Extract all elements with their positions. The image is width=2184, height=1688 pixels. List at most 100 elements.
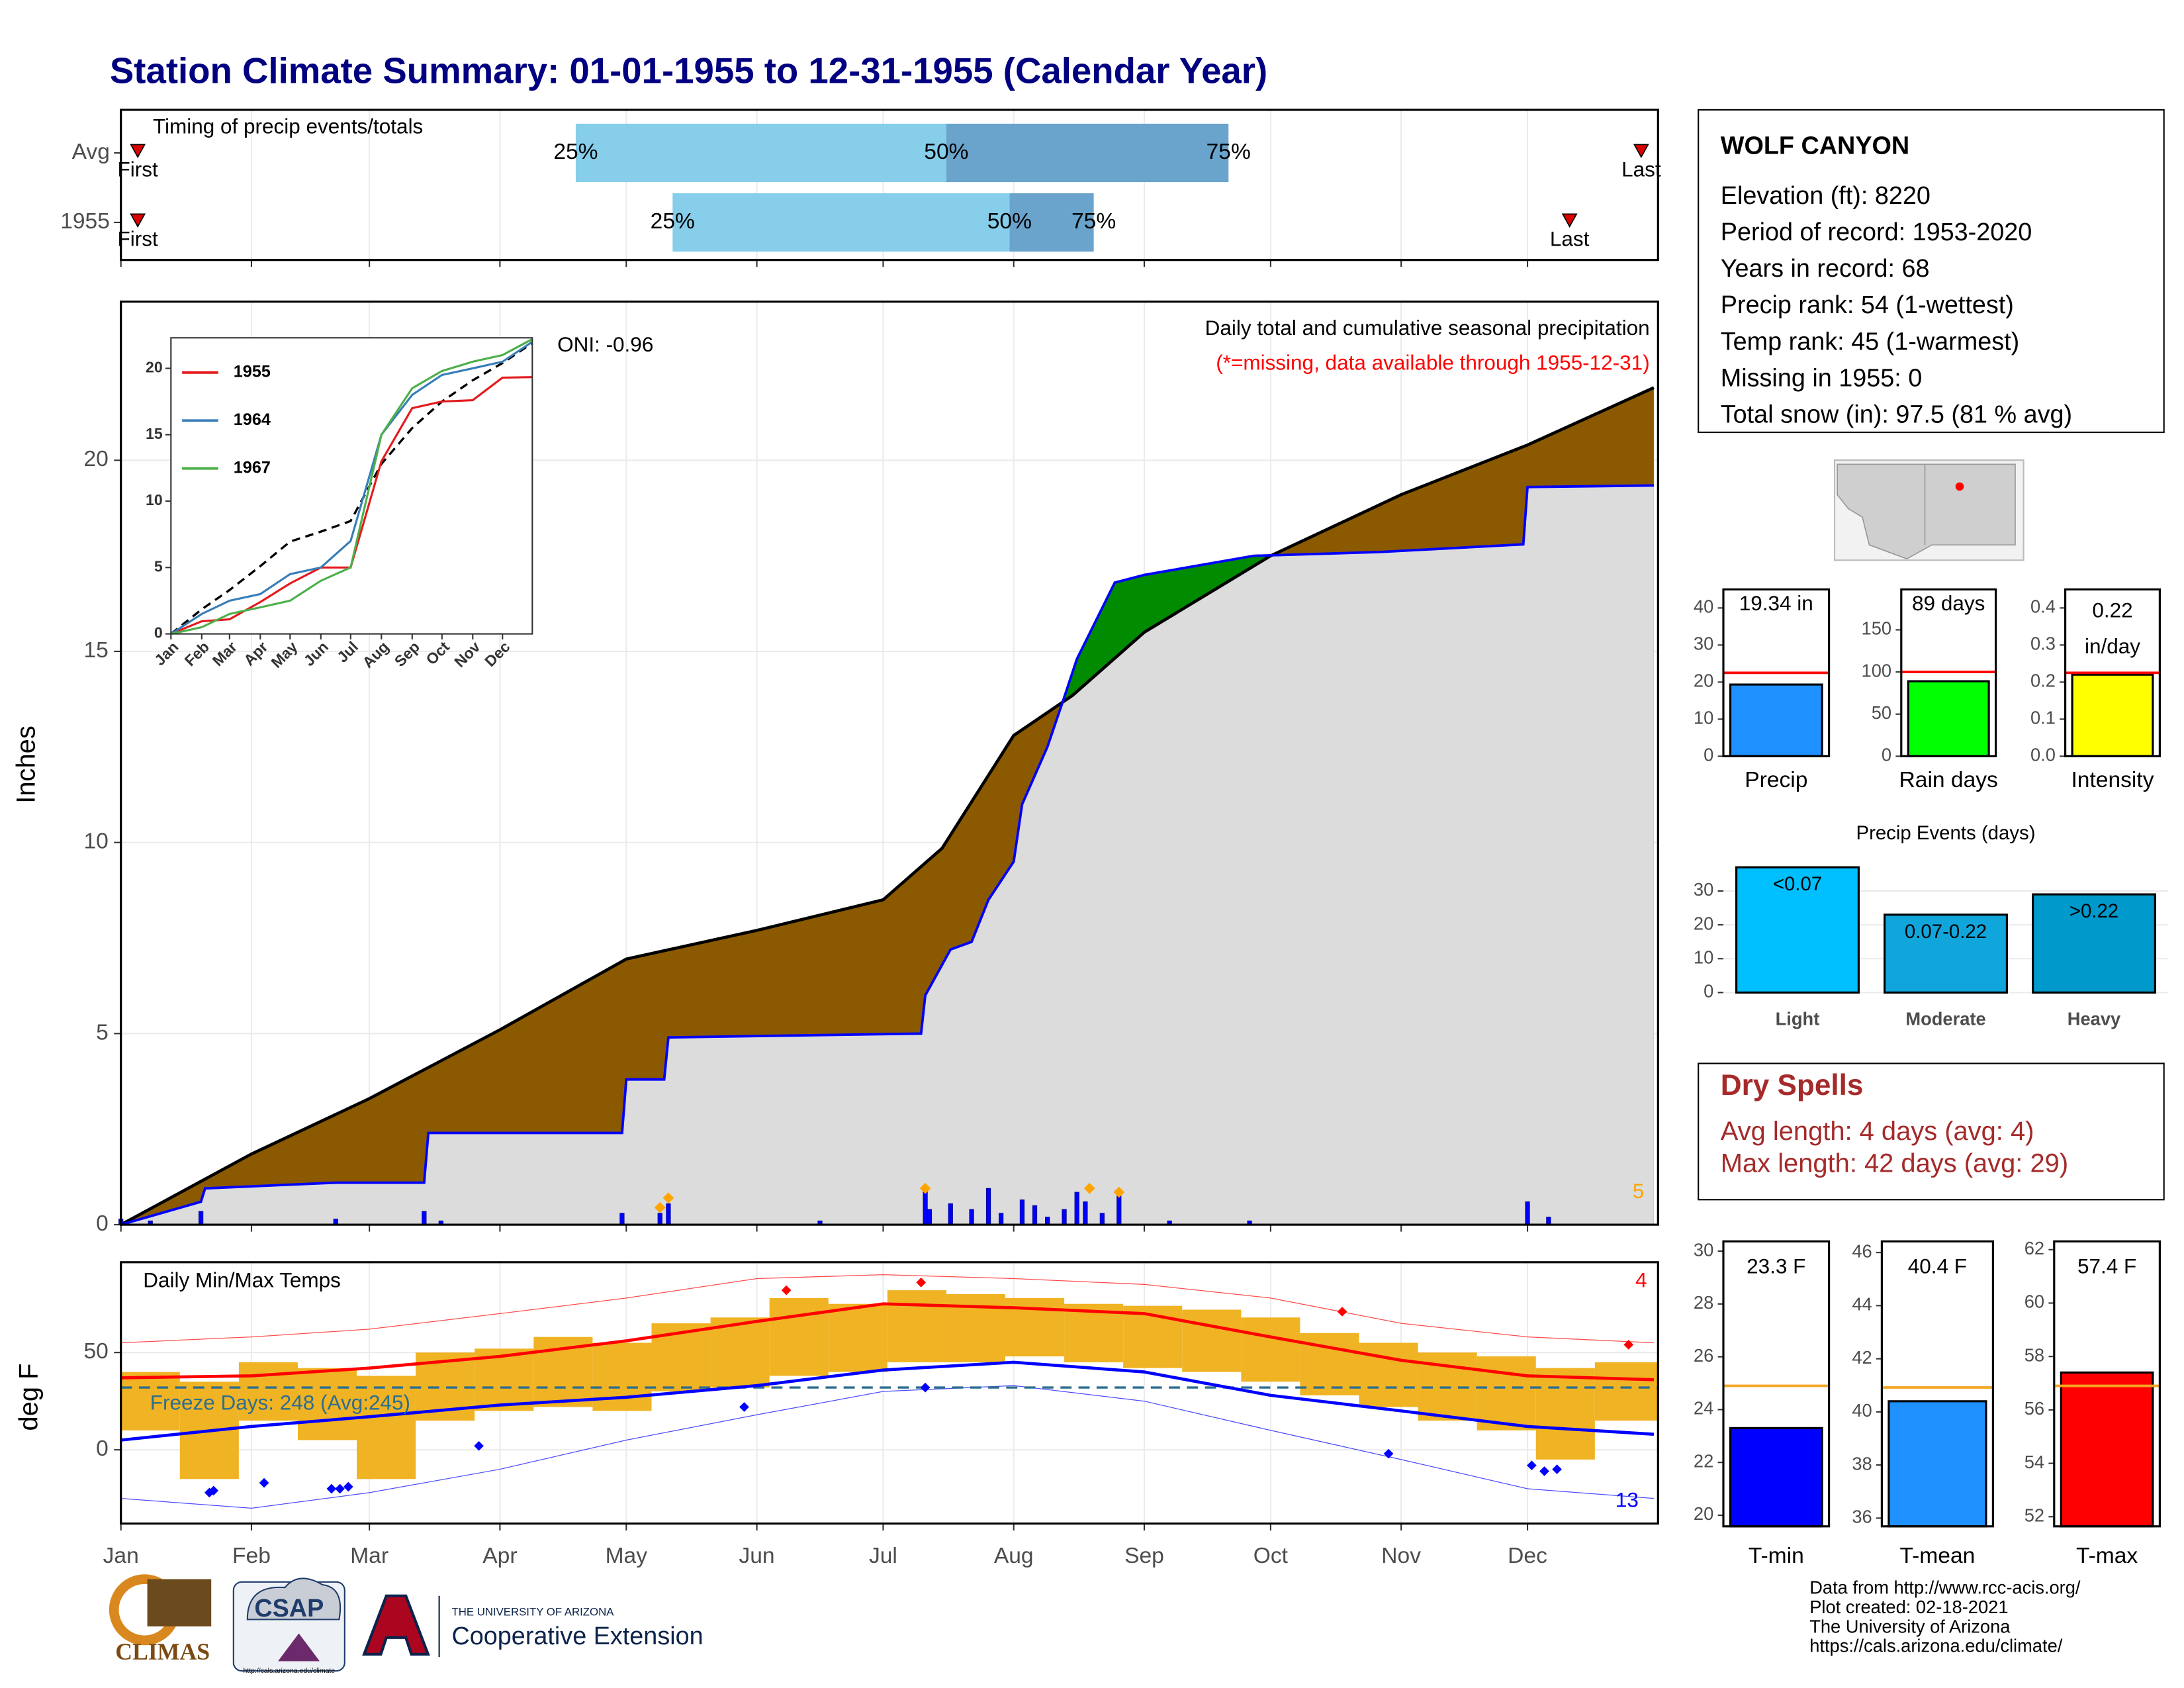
record-low-count: 13 [1615, 1487, 1639, 1511]
temperature-bar [1594, 1362, 1659, 1421]
ua-name: THE UNIVERSITY OF ARIZONA [452, 1605, 615, 1618]
y-tick-label: 40 [1694, 596, 1713, 617]
x-tick-label: Mar [350, 1544, 388, 1568]
x-tick-label: May [606, 1544, 648, 1568]
panel-title: Timing of precip events/totals [153, 115, 423, 138]
record-marker [662, 1192, 674, 1204]
record-marker [474, 1440, 484, 1451]
y-tick-label: 0.3 [2030, 633, 2056, 654]
y-tick-label: 20 [83, 447, 108, 471]
bar [1907, 680, 1990, 757]
x-tick-label: Feb [232, 1544, 271, 1568]
y-tick-label: 0.2 [2030, 671, 2056, 691]
temperature-bar [1241, 1317, 1300, 1382]
category-label: Precip [1745, 768, 1807, 792]
record-marker [259, 1477, 269, 1488]
timing-bar [946, 123, 1229, 183]
location-map [1833, 459, 2025, 561]
value-label: 89 days [1912, 591, 1985, 615]
daily-precip-bar [1525, 1201, 1530, 1225]
footer-line: Plot created: 02-18-2021 [1809, 1597, 2008, 1617]
record-marker [343, 1481, 353, 1492]
record-marker [1527, 1460, 1537, 1471]
y-axis-label: deg F [15, 1364, 44, 1431]
csap-url: http://cals.arizona.edu/climate [243, 1667, 335, 1675]
dry-spells-box [1698, 1062, 2165, 1201]
inset-frame [170, 337, 533, 635]
temperature-bar [1535, 1368, 1595, 1460]
cumulative-fill [120, 485, 1654, 1225]
temperature-bar [1359, 1342, 1418, 1407]
value-unit: in/day [2085, 634, 2140, 658]
y-tick-label: 0 [1882, 745, 1891, 765]
quantile-label: 75% [1071, 209, 1116, 234]
value-label: 19.34 in [1739, 591, 1813, 615]
climas-icon-block [147, 1579, 212, 1626]
record-high-count: 4 [1635, 1268, 1647, 1292]
event-marker [130, 213, 146, 228]
y-tick-label: 1955 [60, 209, 110, 234]
y-tick-label: 30 [1694, 879, 1713, 900]
record-count: 5 [1633, 1179, 1645, 1203]
x-tick-label: Apr [482, 1544, 517, 1568]
station-detail: Missing in 1955: 0 [1721, 364, 1923, 392]
average-temp-line [120, 1360, 1655, 1442]
y-tick-label: 0 [1704, 745, 1713, 765]
temperature-bar [887, 1290, 946, 1362]
x-tick-label: Oct [1253, 1544, 1289, 1568]
y-tick-label: 10 [1694, 708, 1713, 728]
y-axis-label: Inches [12, 726, 41, 803]
y-tick-label: Avg [72, 140, 110, 164]
y-tick-label: 20 [146, 359, 163, 376]
x-tick-label: Nov [1381, 1544, 1421, 1568]
y-tick-label: 100 [1862, 660, 1892, 680]
station-detail: Total snow (in): 97.5 (81 % avg) [1721, 400, 2072, 428]
record-marker [1113, 1186, 1125, 1198]
panel-subtitle: (*=missing, data available through 1955-… [1216, 351, 1649, 375]
y-tick-label: 24 [1694, 1398, 1713, 1419]
y-tick-label: 36 [1852, 1507, 1872, 1527]
value-label: 23.3 F [1747, 1254, 1805, 1278]
y-tick-label: 10 [83, 829, 108, 854]
value-label: 57.4 F [2077, 1254, 2136, 1278]
y-tick-label: 28 [1694, 1292, 1713, 1313]
csap-cloud [246, 1577, 341, 1620]
y-tick-label: 56 [2025, 1398, 2044, 1419]
category-label: T-min [1749, 1544, 1804, 1568]
temperature-bar [1182, 1309, 1242, 1372]
daily-precip-bar [619, 1213, 625, 1225]
record-marker [916, 1278, 927, 1288]
daily-precip-bar [422, 1211, 427, 1225]
y-tick-label: 62 [2025, 1238, 2044, 1258]
y-tick-label: 10 [146, 491, 163, 508]
mini-frame [1880, 1240, 1994, 1528]
bar [2032, 893, 2156, 994]
x-tick-label: Jun [739, 1544, 774, 1568]
threshold-label: <0.07 [1773, 873, 1822, 895]
quantile-label: 50% [987, 209, 1032, 234]
legend-label: 1967 [234, 458, 271, 477]
y-tick-label: 15 [146, 425, 163, 442]
category-label: Light [1776, 1009, 1820, 1029]
footer-line: The University of Arizona [1809, 1616, 2011, 1636]
panel-title: Daily total and cumulative seasonal prec… [1205, 316, 1650, 340]
series-line [170, 338, 533, 635]
y-tick-label: 0.1 [2030, 708, 2056, 728]
y-tick-label: 38 [1852, 1453, 1872, 1474]
y-tick-label: 5 [154, 557, 163, 575]
station-name: WOLF CANYON [1721, 132, 1909, 160]
y-tick-label: 20 [1694, 913, 1713, 933]
daily-precip-bar [1546, 1217, 1551, 1225]
record-marker [326, 1483, 337, 1494]
plot-frame [120, 1261, 1659, 1525]
x-tick-label: Dec [1508, 1544, 1547, 1568]
station-detail: Years in record: 68 [1721, 255, 1930, 283]
category-label: T-mean [1899, 1544, 1975, 1568]
x-tick-label: Aug [994, 1544, 1034, 1568]
mini-frame [1900, 588, 1997, 757]
mini-frame [2053, 1240, 2161, 1528]
y-tick-label: 20 [1694, 671, 1713, 691]
daily-precip-bar [1019, 1199, 1025, 1225]
dry-spells-detail: Max length: 42 days (avg: 29) [1721, 1149, 2068, 1178]
daily-precip-bar [1032, 1205, 1038, 1225]
